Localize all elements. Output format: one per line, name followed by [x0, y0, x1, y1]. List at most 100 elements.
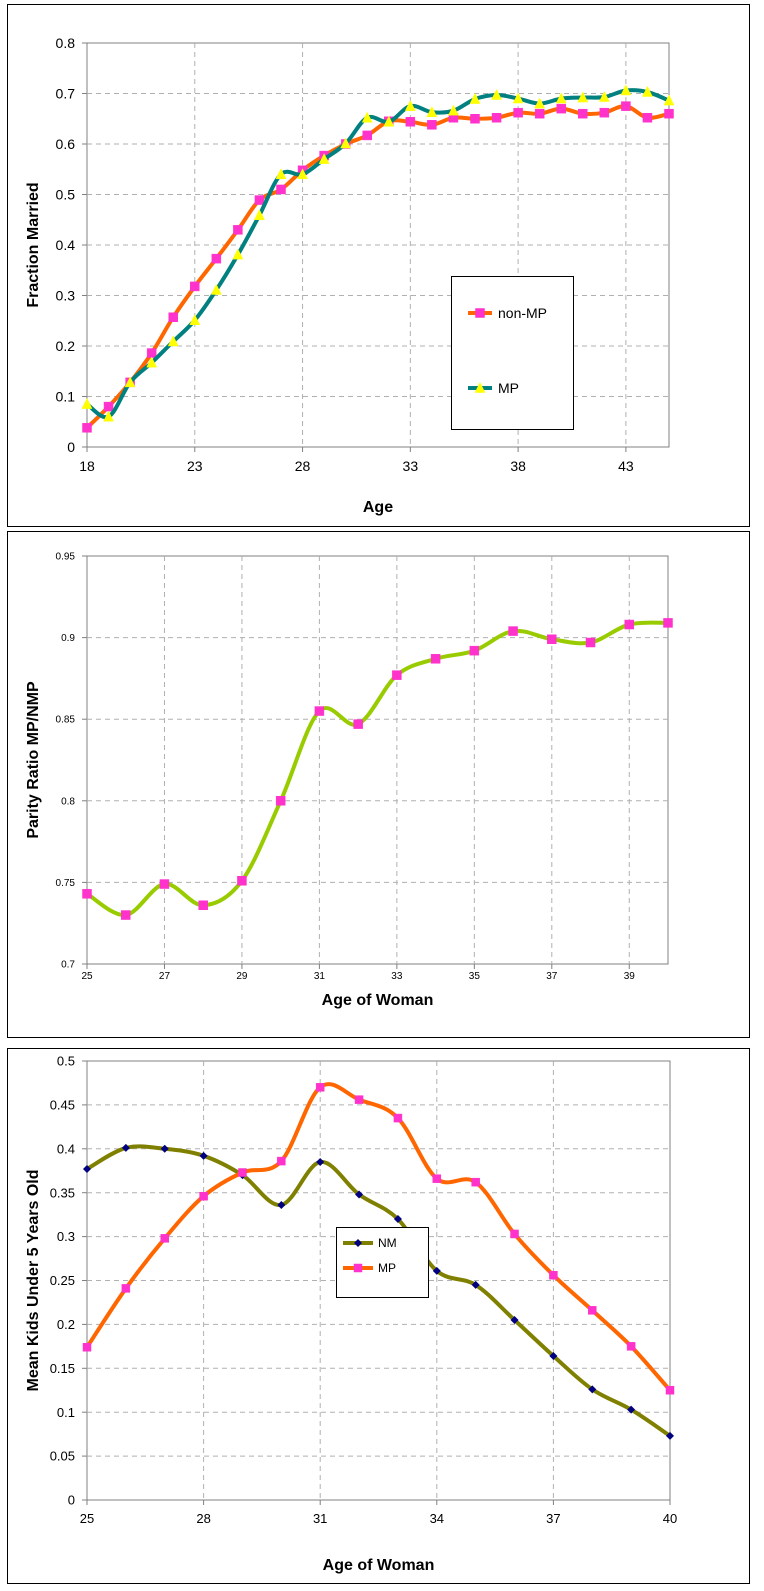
- y-tick-label: 0.4: [56, 237, 76, 253]
- data-point: [160, 1234, 169, 1243]
- data-point: [549, 1352, 558, 1361]
- y-tick-label: 0.7: [56, 85, 76, 101]
- data-point: [469, 92, 481, 104]
- x-tick-label: 23: [187, 458, 203, 474]
- x-tick-label: 25: [80, 1511, 94, 1526]
- y-tick-label: 0.35: [50, 1185, 75, 1200]
- legend-box: [336, 1227, 429, 1298]
- data-point: [598, 90, 610, 102]
- legend-marker: [354, 1239, 362, 1247]
- y-axis-title: Mean Kids Under 5 Years Old: [25, 1169, 42, 1391]
- data-point: [340, 137, 352, 149]
- data-point: [665, 1386, 675, 1395]
- series-1: [82, 618, 673, 920]
- data-point: [663, 94, 675, 106]
- data-point: [588, 1385, 597, 1394]
- data-point: [198, 900, 208, 910]
- data-point: [393, 1215, 402, 1224]
- data-point: [626, 1342, 636, 1351]
- data-point: [190, 281, 200, 292]
- chart-1: 0 0.1 0.2 0.3 0.4 0.5 0.6 0.7 0.8 18 23 28 33 38 43 Fra…: [7, 4, 750, 527]
- data-point: [642, 112, 653, 123]
- data-point: [664, 108, 674, 119]
- series-nm: [83, 1143, 674, 1440]
- data-point: [354, 1095, 364, 1104]
- x-tick-label: 37: [546, 1511, 560, 1526]
- series-line: [85, 620, 670, 918]
- data-point: [103, 410, 114, 422]
- x-axis-title: Age of Woman: [322, 992, 434, 1009]
- data-point: [383, 115, 395, 127]
- data-point: [277, 1200, 286, 1209]
- plot-area: [86, 555, 669, 965]
- data-point: [124, 376, 136, 388]
- x-tick-label: 31: [314, 971, 326, 982]
- data-point: [362, 130, 372, 141]
- data-point: [275, 796, 286, 806]
- y-tick-label: 0.1: [56, 388, 76, 404]
- x-axis-title: Age of Woman: [323, 1557, 435, 1574]
- legend-marker: [474, 381, 486, 393]
- series-line: [85, 1082, 672, 1393]
- data-point: [355, 1190, 364, 1199]
- data-point: [512, 92, 524, 104]
- data-point: [121, 1143, 130, 1152]
- data-point: [254, 209, 265, 220]
- data-point: [232, 248, 244, 260]
- data-point: [642, 85, 653, 97]
- y-tick-label: 0.6: [56, 136, 76, 152]
- data-point: [393, 1113, 403, 1123]
- data-point: [588, 1306, 597, 1315]
- data-point: [167, 335, 179, 347]
- x-tick-label: 18: [79, 458, 95, 474]
- y-tick-label: 0.25: [50, 1273, 75, 1288]
- data-point: [316, 1157, 325, 1166]
- legend-box: [451, 276, 574, 430]
- x-tick-label: 34: [430, 1511, 444, 1526]
- data-point: [82, 423, 92, 433]
- series-line: [85, 1144, 672, 1438]
- data-point: [624, 619, 635, 630]
- data-point: [555, 92, 567, 104]
- data-point: [159, 879, 170, 889]
- data-point: [627, 1405, 636, 1414]
- data-point: [392, 670, 402, 680]
- data-point: [315, 1083, 325, 1092]
- x-tick-label: 28: [196, 1511, 210, 1526]
- data-point: [146, 356, 158, 368]
- data-point: [83, 1164, 91, 1173]
- x-tick-label: 43: [618, 458, 634, 474]
- data-point: [168, 312, 178, 322]
- data-point: [513, 107, 523, 118]
- data-point: [404, 100, 416, 111]
- y-tick-label: 0.4: [57, 1141, 75, 1156]
- data-point: [432, 1266, 441, 1275]
- data-point: [534, 108, 545, 119]
- y-tick-label: 0.7: [61, 960, 75, 971]
- data-point: [121, 1284, 131, 1293]
- data-point: [210, 283, 222, 295]
- y-tick-label: 0.5: [57, 1054, 75, 1069]
- data-point: [81, 398, 93, 409]
- legend-label: MP: [498, 380, 519, 396]
- data-point: [469, 645, 480, 656]
- data-point: [233, 225, 243, 235]
- data-point: [448, 104, 459, 116]
- data-point: [189, 314, 201, 325]
- x-tick-label: 33: [391, 971, 403, 982]
- y-tick-label: 0.3: [56, 287, 76, 303]
- y-tick-label: 0.75: [56, 878, 76, 889]
- data-point: [549, 1270, 558, 1280]
- x-tick-label: 37: [546, 971, 558, 982]
- data-point: [297, 168, 308, 180]
- y-tick-label: 0.05: [50, 1449, 75, 1464]
- y-tick-label: 0.95: [56, 552, 76, 563]
- y-tick-label: 0.8: [61, 796, 75, 807]
- y-tick-label: 0.45: [50, 1097, 75, 1112]
- x-tick-label: 40: [663, 1511, 677, 1526]
- data-point: [534, 97, 546, 109]
- data-point: [254, 195, 265, 205]
- data-point: [276, 184, 286, 195]
- legend-label: MP: [378, 1261, 396, 1275]
- series-mp: [81, 84, 675, 422]
